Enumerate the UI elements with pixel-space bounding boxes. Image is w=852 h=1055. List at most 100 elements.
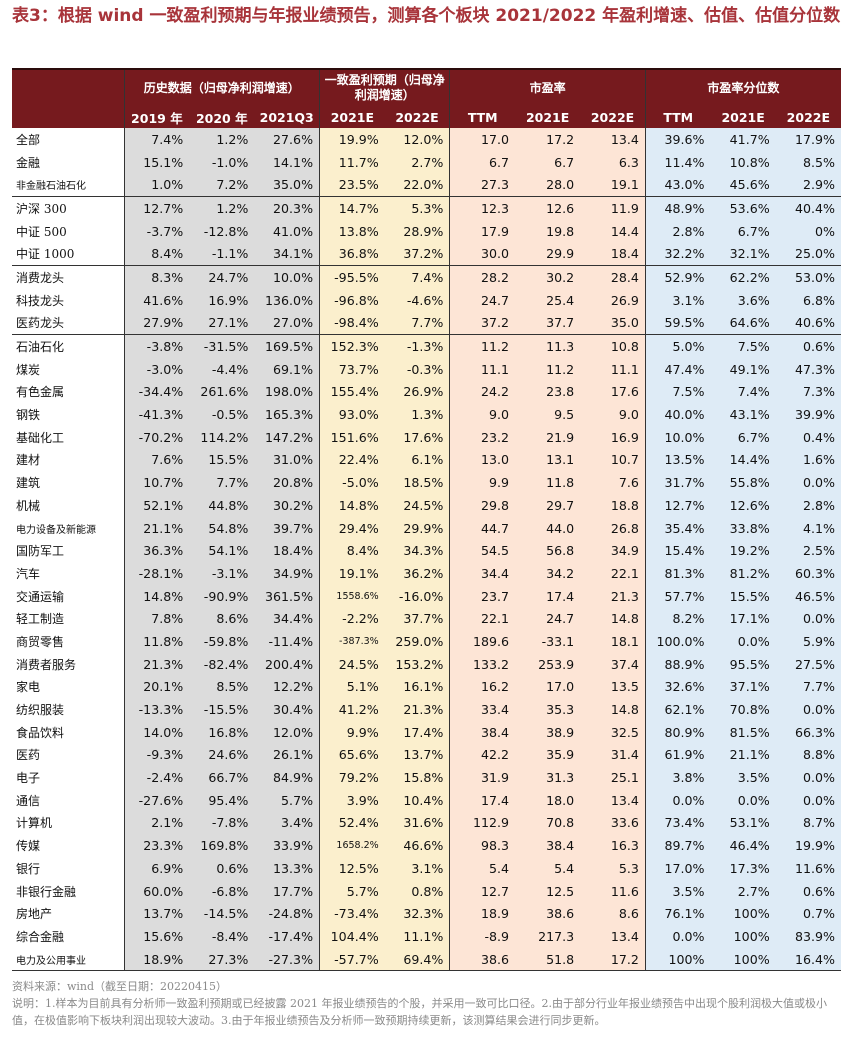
row-label: 消费者服务 (12, 652, 125, 676)
table-cell: 18.1 (580, 630, 646, 653)
table-cell: 30.2 (515, 265, 581, 289)
table-cell: -12.8% (189, 219, 255, 243)
table-cell: 81.2% (710, 562, 776, 585)
table-cell: 10.8% (710, 150, 776, 174)
row-label: 电子 (12, 766, 125, 789)
table-cell: 31.3 (515, 766, 581, 789)
table-row: 机械 52.1% 44.8% 30.2% 14.8% 24.5% 29.8 29.7 18.8 1… (12, 494, 841, 517)
table-cell: 46.6% (384, 834, 450, 857)
table-cell: 14.1% (254, 150, 320, 174)
table-cell: 33.9% (254, 834, 320, 857)
col-header: 2022E (384, 106, 450, 128)
table-row: 通信 -27.6% 95.4% 5.7% 3.9% 10.4% 17.4 18.0 13.4 0.… (12, 788, 841, 812)
table-row: 非金融石油石化 1.0% 7.2% 35.0% 23.5% 22.0% 27.3 28.0 19… (12, 173, 841, 197)
table-row: 消费者服务 21.3% -82.4% 200.4% 24.5% 153.2% 133.2 25… (12, 652, 841, 676)
table-cell: 18.5% (384, 471, 450, 494)
table-cell: 100% (710, 902, 776, 926)
table-cell: 217.3 (515, 925, 581, 948)
table-cell: 18.9% (123, 947, 190, 972)
row-label: 医药 (12, 743, 125, 767)
table-cell: 1.2% (189, 196, 255, 220)
table-cell: 13.5% (644, 448, 711, 472)
table-cell: 39.7% (254, 516, 320, 540)
table-cell: -6.8% (189, 879, 255, 903)
table-cell: 17.6 (580, 380, 646, 404)
row-label: 综合金融 (12, 925, 125, 948)
table-cell: 26.9 (580, 288, 646, 312)
table-cell: 1.2% (189, 128, 255, 151)
table-cell: 20.1% (123, 675, 190, 699)
table-cell: 4.1% (775, 516, 841, 540)
table-cell: 70.8 (515, 811, 581, 835)
table-cell: 45.6% (710, 173, 776, 197)
table-cell: 29.7 (515, 494, 581, 517)
table-cell: 100.0% (644, 630, 711, 653)
table-cell: -3.8% (123, 334, 190, 358)
table-row: 房地产 13.7% -14.5% -24.8% -73.4% 32.3% 18.9 38.6 8… (12, 902, 841, 926)
table-row: 煤炭 -3.0% -4.4% 69.1% 73.7% -0.3% 11.1 11.2 11.1 4… (12, 357, 841, 381)
table-cell: 0.6% (775, 334, 841, 358)
table-cell: 100% (710, 947, 776, 972)
table-cell: 80.9% (644, 720, 711, 744)
table-cell: 0.0% (644, 788, 711, 812)
table-cell: 29.4% (319, 516, 385, 540)
table-cell: -5.0% (319, 471, 385, 494)
table-cell: 12.3 (449, 196, 516, 220)
table-cell: 16.4% (775, 947, 841, 972)
table-cell: 40.0% (644, 403, 711, 426)
table-cell: -1.0% (189, 150, 255, 174)
table-cell: 57.7% (644, 584, 711, 608)
table-cell: -95.5% (319, 265, 385, 289)
table-cell: 0.0% (644, 925, 711, 948)
table-cell: 17.9 (449, 219, 516, 243)
table-cell: 8.5% (775, 150, 841, 174)
table-cell: -73.4% (319, 902, 385, 926)
table-cell: 17.2 (580, 947, 646, 972)
table-cell: 26.1% (254, 743, 320, 767)
table-cell: 24.7% (189, 265, 255, 289)
col-header: 2022E (580, 106, 646, 128)
table-cell: 7.4% (384, 265, 450, 289)
table-cell: 30.0 (449, 242, 516, 266)
table-cell: 5.3 (580, 857, 646, 880)
table-cell: 15.4% (644, 539, 711, 563)
table-cell: 169.5% (254, 334, 320, 358)
table-cell: 1658.2% (319, 834, 385, 857)
table-cell: 62.2% (710, 265, 776, 289)
table-row: 传媒 23.3% 169.8% 33.9% 1658.2% 46.6% 98.3 38.4 16… (12, 834, 841, 857)
table-cell: 198.0% (254, 380, 320, 404)
table-cell: 1558.6% (319, 584, 385, 608)
table-cell: 54.8% (189, 516, 255, 540)
table-cell: -13.3% (123, 698, 190, 721)
table-cell: 31.9 (449, 766, 516, 789)
table-cell: 259.0% (384, 630, 450, 653)
table-cell: 33.8% (710, 516, 776, 540)
table-row: 交通运输 14.8% -90.9% 361.5% 1558.6% -16.0% 23.7 17… (12, 584, 841, 608)
table-cell: 24.2 (449, 380, 516, 404)
col-header: TTM (644, 106, 711, 128)
table-cell: 3.8% (644, 766, 711, 789)
table-cell: 13.4 (580, 925, 646, 948)
row-label: 金融 (12, 150, 125, 174)
table-cell: -387.3% (319, 630, 385, 653)
table-cell: 361.5% (254, 584, 320, 608)
table-cell: -34.4% (123, 380, 190, 404)
row-label: 石油石化 (12, 334, 125, 358)
table-cell: 0.0% (775, 698, 841, 721)
table-cell: 95.4% (189, 788, 255, 812)
table-cell: 2.5% (775, 539, 841, 563)
table-cell: 27.1% (189, 311, 255, 335)
table-cell: 10.8 (580, 334, 646, 358)
table-cell: 2.8% (775, 494, 841, 517)
table-cell: 20.3% (254, 196, 320, 220)
table-cell: 0.8% (384, 879, 450, 903)
table-cell: 42.2 (449, 743, 516, 767)
table-cell: 52.9% (644, 265, 711, 289)
table-cell: -4.4% (189, 357, 255, 381)
table-cell: 136.0% (254, 288, 320, 312)
table-cell: 38.6 (449, 947, 516, 972)
table-cell: 2.7% (384, 150, 450, 174)
table-cell: 27.6% (254, 128, 320, 151)
table-cell: 26.9% (384, 380, 450, 404)
table-cell: 253.9 (515, 652, 581, 676)
